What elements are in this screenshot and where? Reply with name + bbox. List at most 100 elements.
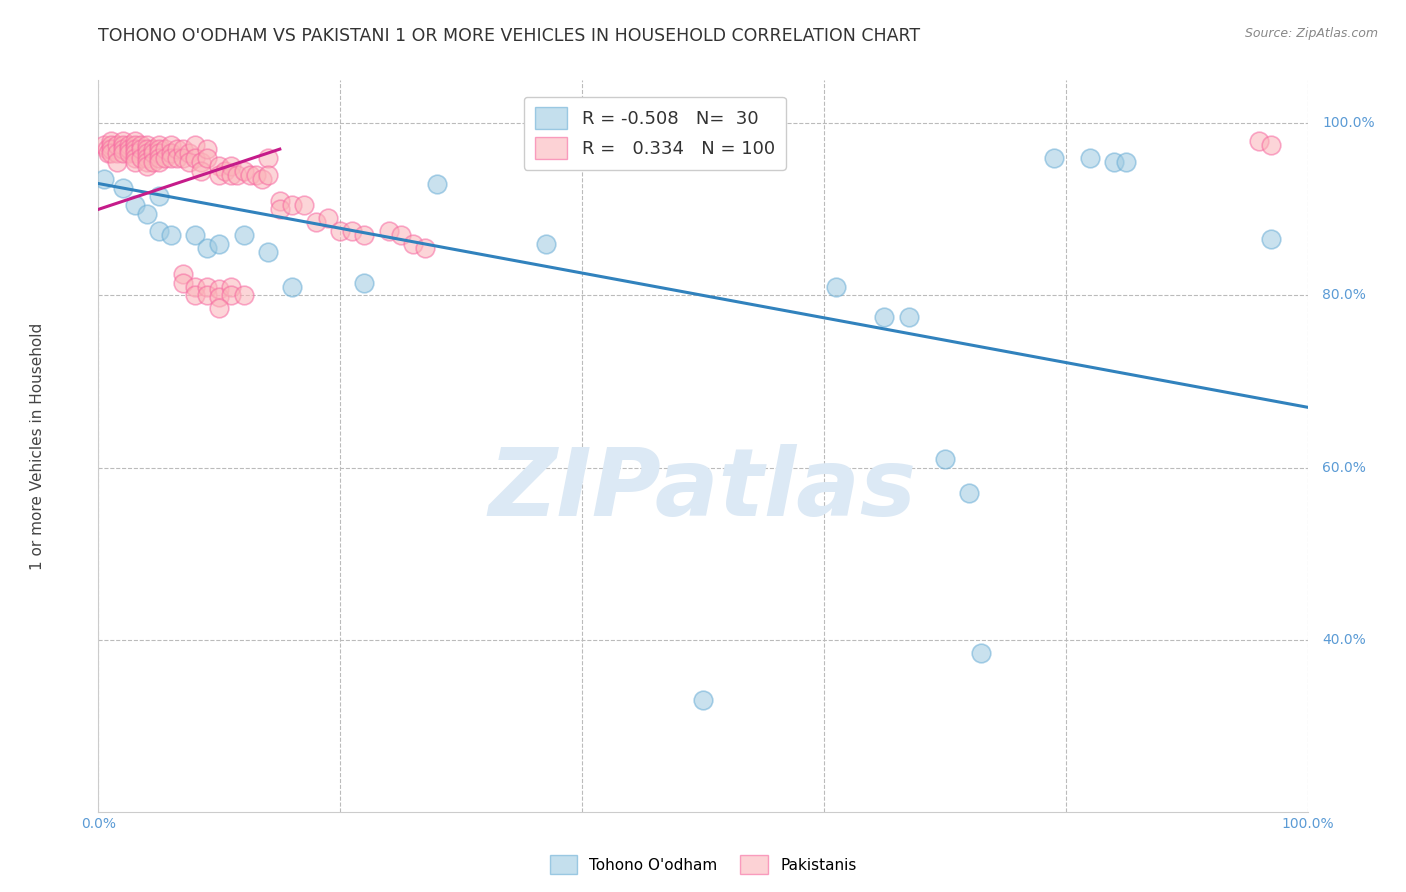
Point: [232, 163, 254, 178]
Point: [177, 155, 201, 169]
Point: [148, 224, 170, 238]
Point: [142, 142, 165, 156]
Point: [1102, 155, 1125, 169]
Point: [160, 146, 183, 161]
Point: [111, 142, 134, 156]
Point: [389, 228, 412, 243]
Point: [342, 224, 364, 238]
Point: [160, 151, 183, 165]
Point: [221, 168, 243, 182]
Point: [208, 301, 231, 316]
Point: [160, 228, 183, 243]
Point: [100, 137, 122, 152]
Point: [184, 228, 207, 243]
Point: [221, 288, 243, 302]
Point: [221, 280, 243, 294]
Point: [105, 146, 128, 161]
Point: [148, 189, 170, 203]
Text: 80.0%: 80.0%: [1322, 288, 1367, 302]
Point: [190, 155, 212, 169]
Point: [96, 142, 118, 156]
Point: [195, 280, 218, 294]
Point: [316, 211, 339, 225]
Point: [934, 451, 956, 466]
Point: [111, 181, 134, 195]
Point: [245, 168, 267, 182]
Point: [100, 134, 122, 148]
Text: ZIPatlas: ZIPatlas: [489, 444, 917, 536]
Point: [1260, 232, 1282, 246]
Point: [166, 151, 188, 165]
Text: TOHONO O'ODHAM VS PAKISTANI 1 OR MORE VEHICLES IN HOUSEHOLD CORRELATION CHART: TOHONO O'ODHAM VS PAKISTANI 1 OR MORE VE…: [98, 27, 921, 45]
Text: 1 or more Vehicles in Household: 1 or more Vehicles in Household: [31, 322, 45, 570]
Point: [111, 134, 134, 148]
Point: [184, 288, 207, 302]
Point: [118, 142, 141, 156]
Point: [111, 146, 134, 161]
Point: [184, 151, 207, 165]
Point: [153, 142, 176, 156]
Point: [534, 236, 557, 251]
Point: [232, 228, 254, 243]
Point: [148, 142, 170, 156]
Point: [100, 142, 122, 156]
Point: [353, 228, 375, 243]
Legend: Tohono O'odham, Pakistanis: Tohono O'odham, Pakistanis: [543, 849, 863, 880]
Point: [269, 194, 291, 208]
Point: [239, 168, 262, 182]
Point: [166, 142, 188, 156]
Point: [402, 236, 425, 251]
Point: [105, 137, 128, 152]
Point: [135, 146, 157, 161]
Point: [124, 134, 146, 148]
Point: [135, 151, 157, 165]
Point: [281, 198, 304, 212]
Text: 100.0%: 100.0%: [1322, 116, 1375, 130]
Legend: R = -0.508   N=  30, R =   0.334   N = 100: R = -0.508 N= 30, R = 0.334 N = 100: [524, 96, 786, 169]
Point: [292, 198, 315, 212]
Point: [195, 288, 218, 302]
Point: [124, 198, 146, 212]
Point: [208, 236, 231, 251]
Point: [692, 693, 714, 707]
Point: [413, 241, 436, 255]
Point: [172, 151, 194, 165]
Point: [93, 172, 115, 186]
Point: [208, 290, 231, 304]
Point: [221, 159, 243, 173]
Point: [377, 224, 399, 238]
Point: [148, 146, 170, 161]
Point: [100, 146, 122, 161]
Point: [256, 151, 278, 165]
Point: [256, 168, 278, 182]
Point: [208, 168, 231, 182]
Point: [208, 281, 231, 295]
Point: [148, 155, 170, 169]
Point: [124, 155, 146, 169]
Point: [135, 155, 157, 169]
Point: [250, 172, 273, 186]
Point: [172, 142, 194, 156]
Point: [118, 137, 141, 152]
Point: [135, 137, 157, 152]
Point: [426, 177, 449, 191]
Point: [118, 146, 141, 161]
Point: [124, 146, 146, 161]
Point: [1260, 137, 1282, 152]
Point: [105, 155, 128, 169]
Point: [353, 276, 375, 290]
Text: Source: ZipAtlas.com: Source: ZipAtlas.com: [1244, 27, 1378, 40]
Point: [172, 276, 194, 290]
Point: [281, 280, 304, 294]
Point: [1042, 151, 1064, 165]
Point: [256, 245, 278, 260]
Point: [195, 241, 218, 255]
Point: [129, 142, 152, 156]
Point: [184, 137, 207, 152]
Point: [184, 280, 207, 294]
Point: [148, 137, 170, 152]
Point: [190, 163, 212, 178]
Point: [124, 137, 146, 152]
Point: [873, 310, 896, 324]
Point: [148, 151, 170, 165]
